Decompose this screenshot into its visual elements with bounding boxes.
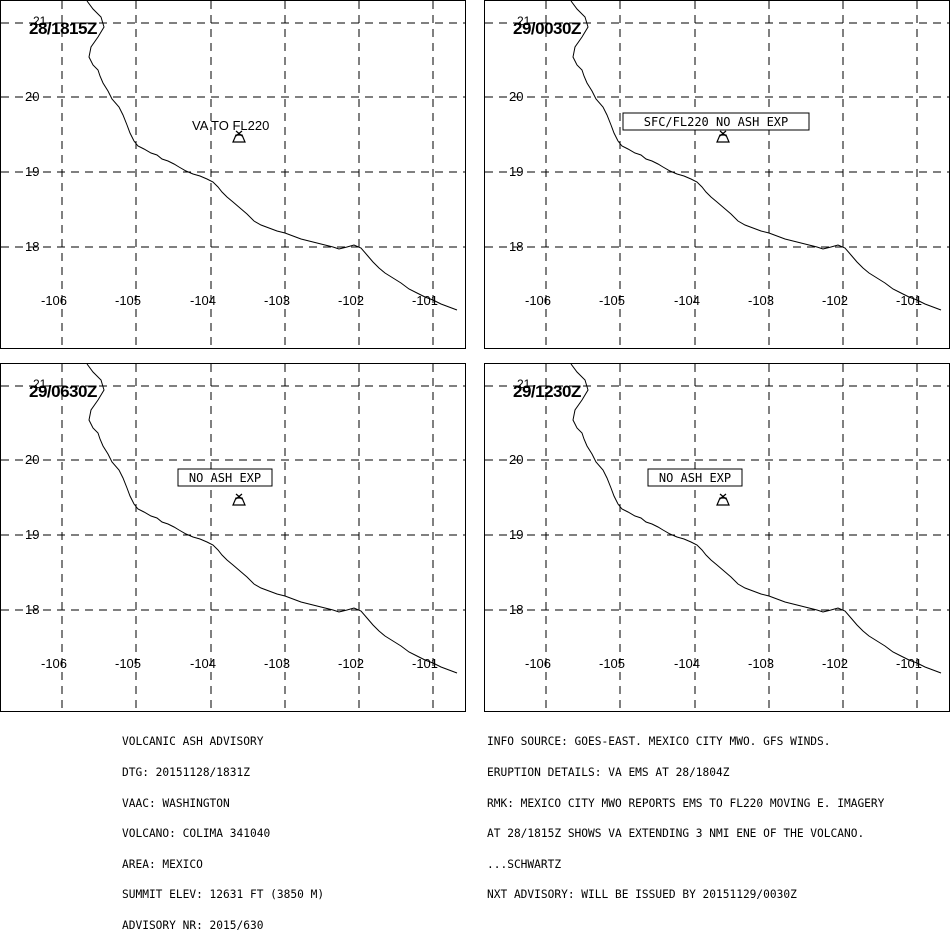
latitude-label: 19 [509, 164, 523, 179]
advisory-line: RMK: MEXICO CITY MWO REPORTS EMS TO FL22… [487, 796, 885, 810]
longitude-label: -106 [41, 293, 67, 308]
volcano-icon [232, 130, 246, 143]
advisory-line: VAAC: WASHINGTON [122, 796, 230, 810]
advisory-line: VOLCANO: COLIMA 341040 [122, 827, 271, 841]
map-panel: 21 20 19 18 -106 -105 -104 -103 -102 -101 VA TO FL… [0, 0, 466, 349]
latitude-label: 19 [25, 527, 39, 542]
coastline [570, 364, 942, 674]
forecast-time-label: 29/0030Z [513, 19, 581, 38]
annotation-box [622, 112, 810, 131]
latitude-label: 20 [25, 89, 39, 104]
longitude-label: -103 [748, 656, 774, 671]
advisory-info-left: VOLCANIC ASH ADVISORY DTG: 20151128/1831… [122, 717, 324, 941]
advisory-line: AT 28/1815Z SHOWS VA EXTENDING 3 NMI ENE… [487, 827, 865, 841]
advisory-line: SUMMIT ELEV: 12631 FT (3850 M) [122, 888, 325, 902]
longitude-label: -104 [674, 656, 700, 671]
annotation-box [177, 468, 273, 487]
map-canvas: 21 20 19 18 -106 -105 -104 -103 -102 -101 NO ASH E… [485, 364, 949, 711]
advisory-line: DTG: 20151128/1831Z [122, 766, 250, 779]
advisory-line: ERUPTION DETAILS: VA EMS AT 28/1804Z [487, 766, 730, 779]
coastline [86, 1, 458, 311]
forecast-time-label: 29/1230Z [513, 382, 581, 401]
annotation-label: SFC/FL220 NO ASH EXP [644, 115, 789, 129]
advisory-line: VOLCANIC ASH ADVISORY [122, 735, 264, 749]
latitude-label: 19 [509, 527, 523, 542]
longitude-label: -105 [599, 293, 625, 308]
forecast-time-label: 28/1815Z [29, 19, 97, 38]
map-canvas: 21 20 19 18 -106 -105 -104 -103 -102 -101 VA TO FL… [1, 1, 465, 348]
forecast-time-label: 29/0630Z [29, 382, 97, 401]
volcano-icon [716, 130, 730, 143]
map-panel: 21 20 19 18 -106 -105 -104 -103 -102 -101 NO ASH E… [0, 363, 466, 712]
map-canvas: 21 20 19 18 -106 -105 -104 -103 -102 -101 SFC/FL22… [485, 1, 949, 348]
latitude-label: 18 [509, 602, 523, 617]
longitude-label: -104 [190, 293, 216, 308]
advisory-line: NXT ADVISORY: WILL BE ISSUED BY 20151129… [487, 888, 797, 902]
longitude-label: -102 [822, 656, 848, 671]
longitude-label: -105 [115, 656, 141, 671]
latitude-label: 21 [517, 14, 531, 28]
longitude-label: -105 [115, 293, 141, 308]
longitude-label: -103 [264, 656, 290, 671]
map-panel: 21 20 19 18 -106 -105 -104 -103 -102 -101 NO ASH E… [484, 363, 950, 712]
latitude-label: 18 [509, 239, 523, 254]
longitude-label: -106 [41, 656, 67, 671]
latitude-label: 21 [33, 14, 47, 28]
annotation-box [647, 468, 743, 487]
longitude-label: -102 [822, 293, 848, 308]
longitude-label: -101 [896, 293, 922, 308]
latitude-label: 21 [33, 377, 47, 391]
annotation-label: NO ASH EXP [659, 471, 731, 485]
longitude-label: -103 [264, 293, 290, 308]
advisory-line: ...SCHWARTZ [487, 857, 562, 871]
longitude-label: -101 [412, 293, 438, 308]
longitude-label: -101 [896, 656, 922, 671]
latitude-label: 20 [509, 89, 523, 104]
latitude-label: 19 [25, 164, 39, 179]
latitude-label: 18 [25, 602, 39, 617]
volcano-icon [716, 493, 730, 506]
longitude-label: -101 [412, 656, 438, 671]
longitude-label: -102 [338, 656, 364, 671]
volcano-icon [232, 493, 246, 506]
map-canvas: 21 20 19 18 -106 -105 -104 -103 -102 -101 NO ASH E… [1, 364, 465, 711]
advisory-info-right: INFO SOURCE: GOES-EAST. MEXICO CITY MWO.… [487, 717, 884, 911]
latitude-label: 21 [517, 377, 531, 391]
advisory-line: AREA: MEXICO [122, 857, 203, 871]
map-panel: 21 20 19 18 -106 -105 -104 -103 -102 -101 SFC/FL22… [484, 0, 950, 349]
coastline [86, 364, 458, 674]
longitude-label: -106 [525, 293, 551, 308]
latitude-label: 20 [509, 452, 523, 467]
longitude-label: -105 [599, 656, 625, 671]
longitude-label: -104 [674, 293, 700, 308]
longitude-label: -106 [525, 656, 551, 671]
longitude-label: -102 [338, 293, 364, 308]
advisory-line: ADVISORY NR: 2015/630 [122, 918, 264, 932]
annotation-label: NO ASH EXP [189, 471, 261, 485]
advisory-line: INFO SOURCE: GOES-EAST. MEXICO CITY MWO.… [487, 735, 831, 749]
longitude-label: -103 [748, 293, 774, 308]
latitude-label: 18 [25, 239, 39, 254]
annotation-label: VA TO FL220 [192, 118, 269, 133]
longitude-label: -104 [190, 656, 216, 671]
latitude-label: 20 [25, 452, 39, 467]
coastline [570, 1, 942, 311]
